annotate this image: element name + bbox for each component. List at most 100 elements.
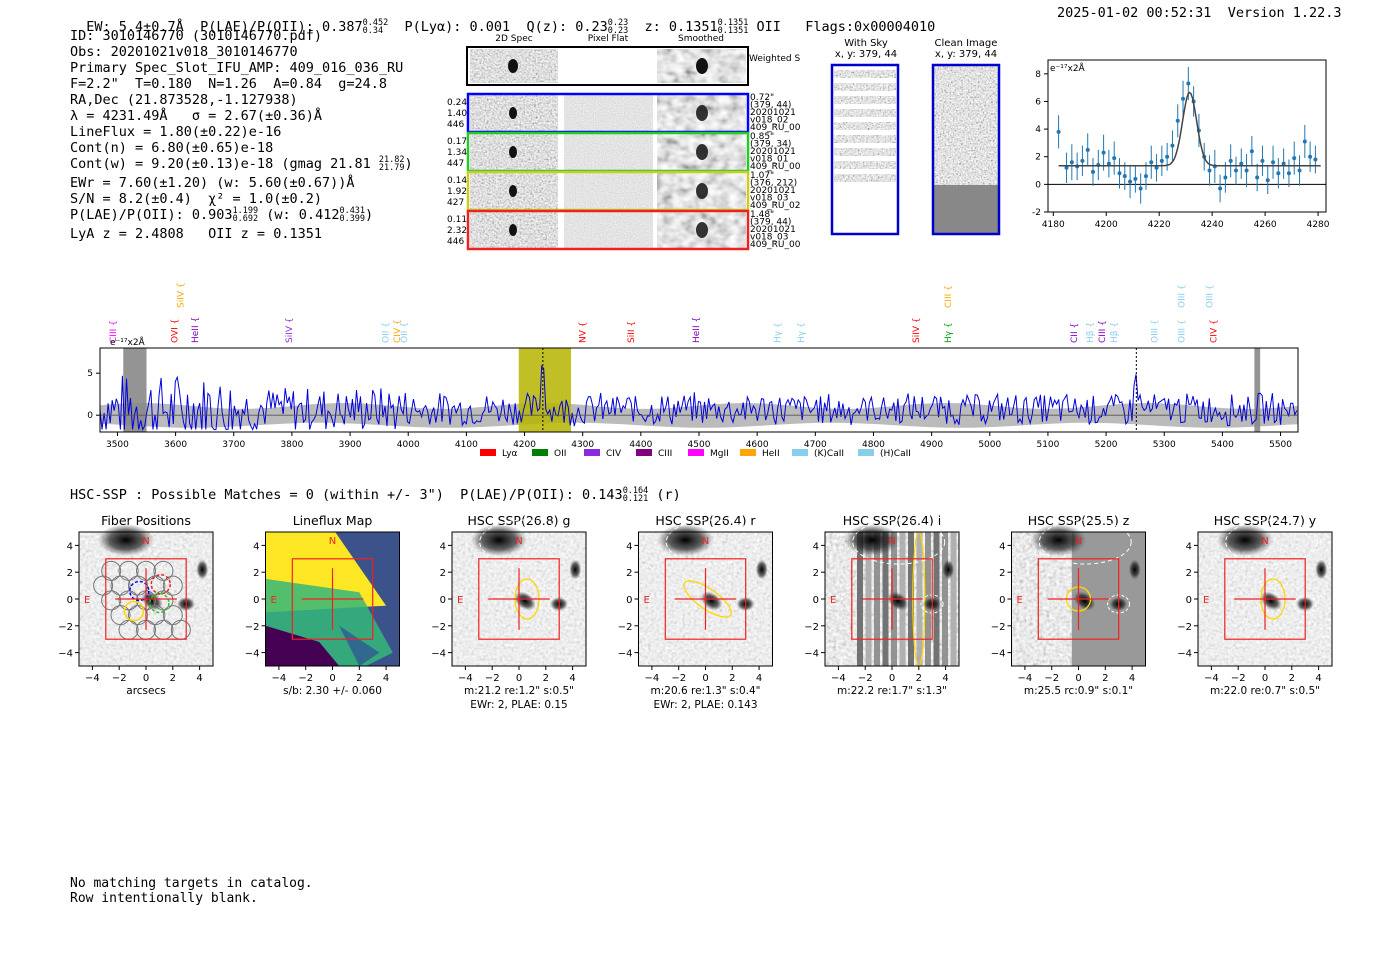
qz-value: Q(z): 0.23 [526,19,608,35]
spectral-line-label: CIII { [109,320,119,343]
spectrum-xtick-label: 5300 [1153,440,1176,450]
cutout-left-label: 0.11 [447,215,467,225]
zoom-point [1255,175,1260,180]
zoom-point [1233,168,1238,173]
zoom-point [1239,161,1244,166]
hsc-xtick-label: −2 [858,673,873,684]
hsc-xtick-label: 2 [543,673,549,684]
hsc-caption: EWr: 2, PLAE: 0.15 [470,699,567,711]
hsc-ytick-label: −2 [58,622,73,633]
spectral-line-label: OII { [382,322,392,343]
zoom-point [1170,143,1175,148]
lineflux-lo2 [339,625,380,666]
zoom-point [1056,129,1061,134]
hsc-panel-title: Lineflux Map [293,513,373,528]
cutout-right-label: 20201021 [750,108,796,118]
hsc-ytick-label: 2 [67,568,73,579]
detection-fiber [129,580,150,602]
hsc-ytick-label: 2 [440,568,446,579]
catalog-ellipse [479,519,573,565]
legend-swatch [584,449,600,456]
hsc-ytick-label: 0 [813,595,819,606]
hsc-xtick-label: −4 [458,673,473,684]
search-box [664,558,747,640]
cutout-frame [466,209,750,251]
z-range: 0.1351 0.1351 [717,18,749,36]
sky-band [834,148,896,156]
sky-bands [834,70,896,182]
zoom-point [1112,156,1117,161]
plae-header: P(LAE)/P(OII): 0.387 [200,19,363,35]
zoom-point [1207,168,1212,173]
zoom-point [1117,171,1122,176]
info-id: ID: 3010146770 (3010146770.pdf) [70,28,322,44]
hsc-xtick-label: −2 [298,673,313,684]
info-primary: Primary Spec_Slot_IFU_AMP: 409_016_036_R… [70,60,404,76]
zoom-point [1313,157,1318,162]
east-label: E [84,595,90,606]
spectrum-xtick-label: 4200 [513,440,536,450]
spectral-line-label: OIII { [1150,319,1160,343]
full-spectrum-chart: CIII {OVI {HeII {SiIV {SiIV {OII {CIV {O… [87,282,1299,459]
spectrum-xtick-label: 3900 [339,440,362,450]
hsc-caption: m:25.5 rc:0.9" s:0.1" [1024,685,1133,697]
zoom-xtick-label: 4200 [1095,220,1118,230]
header-line: EW: 5.4±0.7Å P(LAE)/P(OII): 0.387 0.452 0.… [70,3,935,36]
cutout-smoothed-source [696,183,708,199]
hsc-stripe [942,532,948,666]
north-label: N [329,536,336,547]
hsc-ytick-label: 4 [999,541,1005,552]
sky-band [834,135,896,143]
spectral-line-label: HeII { [692,317,702,343]
hsc-caption: m:21.2 re:1.2" s:0.5" [464,685,574,697]
zoom-point [1149,160,1154,165]
hsc-xtick-label: 4 [383,673,389,684]
zoom-point [1165,154,1170,159]
clean-image [933,65,999,185]
detection-fiber [150,574,171,595]
spectrum-xtick-label: 4000 [397,440,420,450]
header-right: 2025-01-02 00:52:31 Version 1.22.3 [1057,5,1342,21]
cutout-left-label: 446 [447,237,464,247]
col-title-2dspec: 2D Spec [495,34,532,44]
zoom-point [1249,149,1254,154]
z-line: OII [756,19,781,35]
zoom-point [1085,147,1090,152]
zoom-point [1181,96,1186,101]
info-ewr: EWr = 7.60(±1.20) (w: 5.60(±0.67))Å [70,175,355,191]
legend-label: HeII [762,449,780,459]
zoom-point [1302,139,1307,144]
catalog-ellipse [1038,519,1132,565]
with-sky-title: With Sky x, y: 379, 44 [834,38,898,60]
timestamp: 2025-01-02 00:52:31 [1057,5,1212,21]
north-label: N [1075,536,1082,547]
cutout-left-label: 0.24 [447,98,467,108]
version: Version 1.22.3 [1227,5,1342,21]
neighbor-source-2 [569,559,582,580]
hsc-xtick-label: 0 [143,673,149,684]
detection-fiber [123,600,145,622]
hsc-ytick-label: 4 [626,541,632,552]
qz-range: 0.23 0.23 [607,18,629,36]
info-plae: P(LAE)/P(OII): 0.903 1.199 0.692 (w: 0.412… [70,206,374,224]
hsc-xtick-label: 2 [1102,673,1108,684]
hsc-ytick-label: 0 [67,595,73,606]
search-box [1037,558,1120,640]
cutout-right-label: 20201021 [750,186,796,196]
zoom-fit-chart: 4180 4200 4220 4240 4260 4280 -2 0 2 4 6 8 e⁻¹⁷x2Å [1032,59,1330,230]
info-fparams: F=2.2" T=0.180 N=1.26 A=0.84 g=24.8 [70,76,387,92]
spectral-line-label: Hβ { [1110,322,1120,343]
cutout-left-label: 447 [447,159,464,169]
zoom-point [1186,81,1191,86]
hsc-ytick-label: −2 [991,622,1006,633]
spectrum-xtick-label: 4100 [455,440,478,450]
hsc-ytick-label: 0 [626,595,632,606]
sky-band [834,83,896,91]
zoom-point [1091,169,1096,174]
cutout-right-label: 409_RU_022 [750,201,800,211]
